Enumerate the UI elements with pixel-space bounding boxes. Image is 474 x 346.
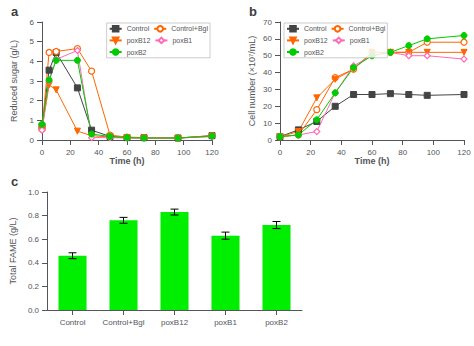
svg-text:0: 0 — [268, 136, 273, 145]
svg-text:40: 40 — [337, 148, 346, 157]
svg-text:4: 4 — [30, 57, 35, 66]
svg-text:80: 80 — [398, 148, 407, 157]
svg-text:Time (h): Time (h) — [110, 156, 145, 166]
svg-text:poxB1: poxB1 — [214, 318, 237, 327]
svg-text:2: 2 — [30, 96, 35, 105]
svg-text:120: 120 — [457, 148, 471, 157]
svg-text:30: 30 — [263, 85, 272, 94]
svg-text:10: 10 — [263, 119, 272, 128]
svg-text:20: 20 — [66, 148, 75, 157]
svg-text:1.0: 1.0 — [28, 188, 40, 197]
svg-text:3: 3 — [30, 77, 35, 86]
svg-text:Total FAME (g/L): Total FAME (g/L) — [8, 217, 18, 284]
svg-text:c: c — [11, 174, 18, 189]
svg-text:50: 50 — [263, 51, 272, 60]
svg-text:a: a — [11, 4, 19, 19]
svg-text:0: 0 — [40, 148, 45, 157]
svg-text:poxB2: poxB2 — [265, 318, 288, 327]
svg-text:20: 20 — [263, 102, 272, 111]
svg-text:Control: Control — [127, 25, 150, 32]
svg-text:poxB12: poxB12 — [161, 318, 189, 327]
svg-text:Control+Bgl: Control+Bgl — [349, 25, 386, 33]
svg-text:5: 5 — [30, 37, 35, 46]
svg-text:0: 0 — [30, 136, 35, 145]
svg-text:poxB2: poxB2 — [127, 49, 147, 57]
svg-text:poxB1: poxB1 — [172, 37, 192, 45]
svg-text:100: 100 — [427, 148, 441, 157]
svg-text:120: 120 — [205, 148, 219, 157]
svg-text:Time (h): Time (h) — [355, 156, 390, 166]
svg-text:0.4: 0.4 — [28, 258, 40, 267]
svg-text:poxB12: poxB12 — [304, 37, 328, 45]
svg-text:0: 0 — [278, 148, 283, 157]
svg-text:0.0: 0.0 — [28, 306, 40, 315]
svg-text:Control+Bgl: Control+Bgl — [102, 318, 144, 327]
svg-text:40: 40 — [263, 68, 272, 77]
svg-text:60: 60 — [263, 34, 272, 43]
svg-text:0.8: 0.8 — [28, 211, 40, 220]
svg-text:80: 80 — [151, 148, 160, 157]
svg-text:60: 60 — [123, 148, 132, 157]
svg-text:60: 60 — [368, 148, 377, 157]
svg-text:poxB2: poxB2 — [304, 49, 324, 57]
svg-text:Cell number (×10⁷/mL): Cell number (×10⁷/mL) — [247, 36, 257, 127]
svg-text:Control+Bgl: Control+Bgl — [171, 25, 208, 33]
svg-text:6: 6 — [30, 18, 35, 27]
svg-text:0.6: 0.6 — [28, 235, 40, 244]
svg-text:Control: Control — [304, 25, 327, 32]
svg-text:b: b — [249, 4, 257, 19]
svg-text:20: 20 — [306, 148, 315, 157]
svg-text:100: 100 — [177, 148, 191, 157]
svg-text:1: 1 — [30, 116, 35, 125]
svg-text:Control: Control — [60, 318, 86, 327]
svg-text:40: 40 — [94, 148, 103, 157]
svg-text:70: 70 — [263, 18, 272, 27]
svg-text:0.2: 0.2 — [28, 282, 40, 291]
svg-text:poxB12: poxB12 — [127, 37, 151, 45]
svg-text:Reduced sugar (g/L): Reduced sugar (g/L) — [9, 40, 19, 122]
svg-text:poxB1: poxB1 — [350, 37, 370, 45]
